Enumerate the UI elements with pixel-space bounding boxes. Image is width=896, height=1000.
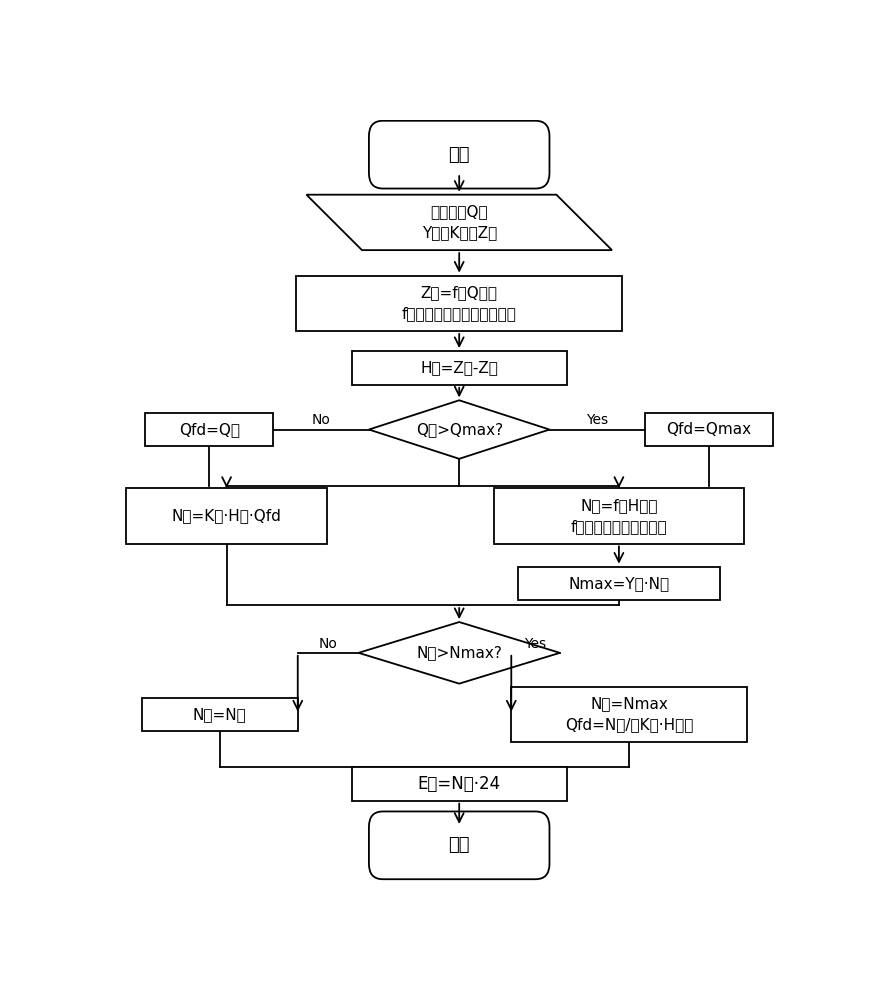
Bar (126, 488, 327, 544)
FancyBboxPatch shape (369, 121, 549, 189)
Text: Qfd=Q日: Qfd=Q日 (178, 422, 240, 437)
Text: Nmax=Y校·N方: Nmax=Y校·N方 (568, 576, 669, 591)
Text: Yes: Yes (586, 413, 608, 427)
Text: Z下=f（Q日）
f：查下游水位流量关系曲线: Z下=f（Q日） f：查下游水位流量关系曲线 (401, 285, 517, 321)
Bar (512, 687, 747, 742)
Text: 开始: 开始 (449, 146, 470, 164)
Text: E校=N校·24: E校=N校·24 (418, 775, 501, 793)
FancyBboxPatch shape (369, 811, 549, 879)
Bar (142, 698, 297, 731)
Bar (145, 413, 273, 446)
Text: Yes: Yes (524, 637, 547, 651)
Polygon shape (306, 195, 612, 250)
Text: 结束: 结束 (449, 836, 470, 854)
Text: Qfd=Qmax: Qfd=Qmax (667, 422, 752, 437)
Polygon shape (358, 622, 560, 684)
Text: H均=Z校-Z下: H均=Z校-Z下 (420, 360, 498, 375)
Text: Q日>Qmax?: Q日>Qmax? (416, 422, 503, 437)
Bar (296, 276, 623, 331)
Text: No: No (312, 413, 331, 427)
Text: N方=f（H均）
f：查水头预想出力曲线: N方=f（H均） f：查水头预想出力曲线 (571, 498, 668, 534)
Text: N水=K校·H均·Qfd: N水=K校·H均·Qfd (172, 508, 281, 523)
Polygon shape (369, 400, 549, 459)
Text: 读取数据Q日
Y校，K校，Z校: 读取数据Q日 Y校，K校，Z校 (422, 204, 496, 240)
Bar (645, 413, 773, 446)
Bar (494, 488, 744, 544)
Text: No: No (319, 637, 338, 651)
Text: N校=N水: N校=N水 (193, 707, 246, 722)
Bar (351, 351, 567, 385)
Bar (351, 767, 567, 801)
Bar (518, 567, 719, 600)
Text: N水>Nmax?: N水>Nmax? (417, 645, 502, 660)
Text: N水=Nmax
Qfd=N水/（K校·H均）: N水=Nmax Qfd=N水/（K校·H均） (565, 696, 694, 732)
